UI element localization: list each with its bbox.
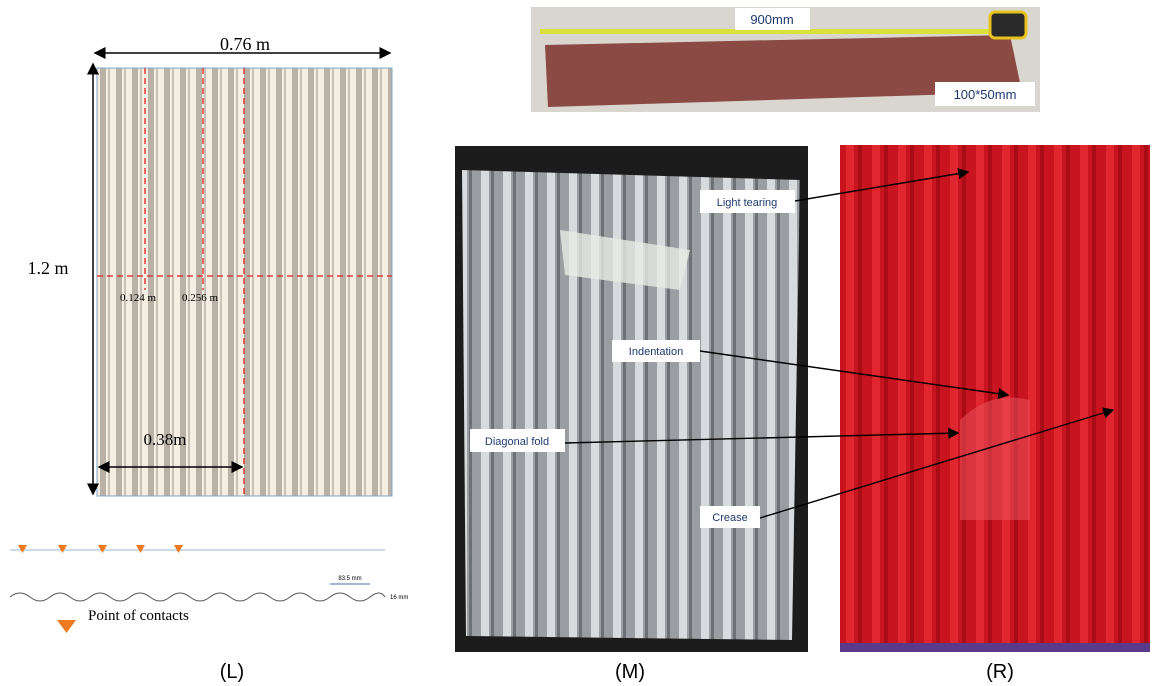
contact-markers: [18, 545, 183, 553]
top-photo: 900mm 100*50mm: [531, 7, 1040, 112]
callout: Diagonal fold: [485, 436, 549, 448]
width-label: 0.76 m: [220, 34, 270, 54]
callout: Light tearing: [717, 197, 778, 209]
legend-label: Point of contacts: [88, 608, 189, 624]
middle-photo: Light tearing Indentation Diagonal fold …: [455, 146, 808, 683]
scan-edge: [840, 643, 1150, 652]
figure: 0.76 m 1.2 m 0.124 m 0.256 m 0.38m 83.5 …: [0, 0, 1166, 686]
right-panel: (R): [840, 145, 1150, 683]
half-label: 0.38m: [144, 430, 187, 449]
depth-label: 16 mm: [390, 595, 408, 601]
caption: (M): [615, 661, 645, 683]
dim-label: 0.256 m: [182, 292, 219, 304]
callout: Crease: [712, 512, 747, 524]
callout: Indentation: [629, 346, 683, 358]
height-label: 1.2 m: [27, 258, 68, 278]
panel: [462, 170, 800, 640]
left-panel: 0.76 m 1.2 m 0.124 m 0.256 m 0.38m 83.5 …: [10, 34, 408, 683]
caption: (R): [986, 661, 1014, 683]
legend-marker: [57, 620, 76, 633]
scan: [840, 145, 1150, 652]
profile: [10, 593, 385, 601]
section-label: 100*50mm: [954, 87, 1017, 102]
length-label: 900mm: [750, 12, 793, 27]
caption: (L): [220, 661, 244, 683]
tape-case: [990, 12, 1026, 38]
dim-label: 0.124 m: [120, 292, 157, 304]
deformation: [960, 398, 1030, 521]
pitch-label: 83.5 mm: [338, 576, 361, 582]
